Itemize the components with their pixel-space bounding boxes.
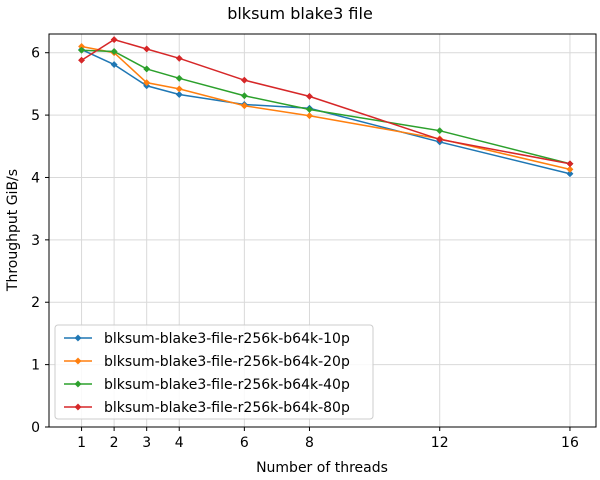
data-point: [305, 105, 314, 114]
series-4: [78, 36, 574, 168]
data-point: [305, 92, 314, 100]
data-point: [175, 90, 183, 99]
legend-label: blksum-blake3-file-r256k-b64k-80p: [104, 400, 350, 416]
data-point: [74, 380, 82, 388]
y-tick-label: 2: [31, 295, 40, 311]
y-axis-label: Throughput GiB/s: [5, 169, 21, 292]
x-tick-label: 8: [305, 435, 314, 451]
data-point: [74, 403, 82, 411]
y-tick-label: 0: [31, 420, 40, 436]
legend-label: blksum-blake3-file-r256k-b64k-10p: [104, 331, 350, 347]
data-point: [305, 112, 314, 120]
data-point: [240, 76, 248, 84]
data-point: [143, 45, 151, 53]
legend-label: blksum-blake3-file-r256k-b64k-40p: [104, 377, 350, 393]
data-point: [143, 65, 151, 73]
data-point: [240, 92, 248, 100]
legend-item: blksum-blake3-file-r256k-b64k-40p: [64, 377, 350, 393]
series-line: [81, 38, 571, 165]
x-axis-label: Number of threads: [256, 460, 388, 476]
legend: blksum-blake3-file-r256k-b64k-10p blksum-…: [54, 324, 374, 420]
y-tick-label: 6: [31, 46, 40, 62]
series-line: [81, 45, 571, 171]
data-point: [240, 102, 248, 110]
data-point: [110, 47, 118, 56]
data-point: [74, 334, 82, 342]
legend-box: [54, 324, 374, 420]
legend-item: blksum-blake3-file-r256k-b64k-80p: [64, 400, 350, 416]
x-tick-label: 2: [110, 435, 119, 451]
data-point: [110, 61, 118, 69]
y-axis-ticks: 0 1 2 3 4 5 6: [31, 46, 49, 436]
series-line: [81, 49, 571, 165]
plot-frame: [48, 33, 597, 428]
x-tick-label: 12: [431, 435, 449, 451]
data-point: [175, 85, 183, 93]
data-point: [436, 127, 444, 135]
legend-item: blksum-blake3-file-r256k-b64k-10p: [64, 331, 350, 347]
data-point: [78, 46, 86, 54]
data-point: [78, 56, 86, 64]
legend-item: blksum-blake3-file-r256k-b64k-20p: [64, 354, 350, 370]
series-line: [81, 48, 571, 175]
data-point: [436, 135, 444, 143]
y-tick-label: 3: [31, 233, 40, 249]
series-3: [78, 46, 574, 168]
data-point: [566, 165, 574, 173]
data-point: [566, 160, 574, 168]
data-point: [74, 357, 82, 365]
x-tick-label: 16: [561, 435, 579, 451]
x-tick-label: 4: [175, 435, 184, 451]
legend-label: blksum-blake3-file-r256k-b64k-20p: [104, 354, 350, 370]
x-tick-label: 3: [142, 435, 151, 451]
chart-title: blksum blake3 file: [227, 4, 373, 23]
series-2: [78, 42, 574, 173]
series-group: [78, 36, 574, 178]
data-point: [175, 74, 183, 82]
y-tick-label: 4: [31, 170, 40, 186]
data-point: [175, 54, 183, 62]
data-point: [566, 170, 574, 178]
data-point: [143, 79, 151, 87]
y-tick-label: 1: [31, 358, 40, 374]
y-tick-label: 5: [31, 108, 40, 124]
x-axis-ticks: 1 2 3 4 6 8 12 16: [77, 427, 579, 451]
data-point: [110, 36, 118, 44]
x-tick-label: 6: [240, 435, 249, 451]
x-tick-label: 1: [77, 435, 86, 451]
